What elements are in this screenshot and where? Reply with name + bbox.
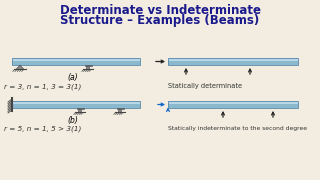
Text: Determinate vs Indeterminate: Determinate vs Indeterminate bbox=[60, 4, 260, 17]
Bar bbox=[116, 108, 124, 109]
Circle shape bbox=[118, 109, 122, 112]
Text: (a): (a) bbox=[68, 73, 78, 82]
Bar bbox=[168, 58, 298, 65]
Circle shape bbox=[86, 66, 90, 69]
Text: (b): (b) bbox=[68, 116, 78, 125]
Text: Statically indeterminate to the second degree: Statically indeterminate to the second d… bbox=[168, 126, 307, 131]
Bar bbox=[84, 65, 92, 66]
Bar bbox=[12, 58, 140, 61]
Bar bbox=[168, 101, 298, 108]
Bar bbox=[12, 101, 140, 104]
Text: r = 3, n = 1, 3 = 3(1): r = 3, n = 1, 3 = 3(1) bbox=[4, 83, 81, 89]
Polygon shape bbox=[16, 65, 24, 69]
Bar bbox=[168, 58, 298, 61]
Bar bbox=[12, 104, 140, 108]
Bar bbox=[76, 108, 84, 109]
Bar bbox=[168, 61, 298, 65]
Text: Statically determinate: Statically determinate bbox=[168, 83, 242, 89]
Bar bbox=[168, 101, 298, 104]
Bar bbox=[12, 61, 140, 65]
Bar bbox=[168, 104, 298, 108]
Bar bbox=[12, 101, 140, 108]
Text: Structure – Examples (Beams): Structure – Examples (Beams) bbox=[60, 14, 260, 27]
Circle shape bbox=[78, 109, 82, 112]
Bar bbox=[12, 58, 140, 65]
Text: r = 5, n = 1, 5 > 3(1): r = 5, n = 1, 5 > 3(1) bbox=[4, 126, 81, 132]
